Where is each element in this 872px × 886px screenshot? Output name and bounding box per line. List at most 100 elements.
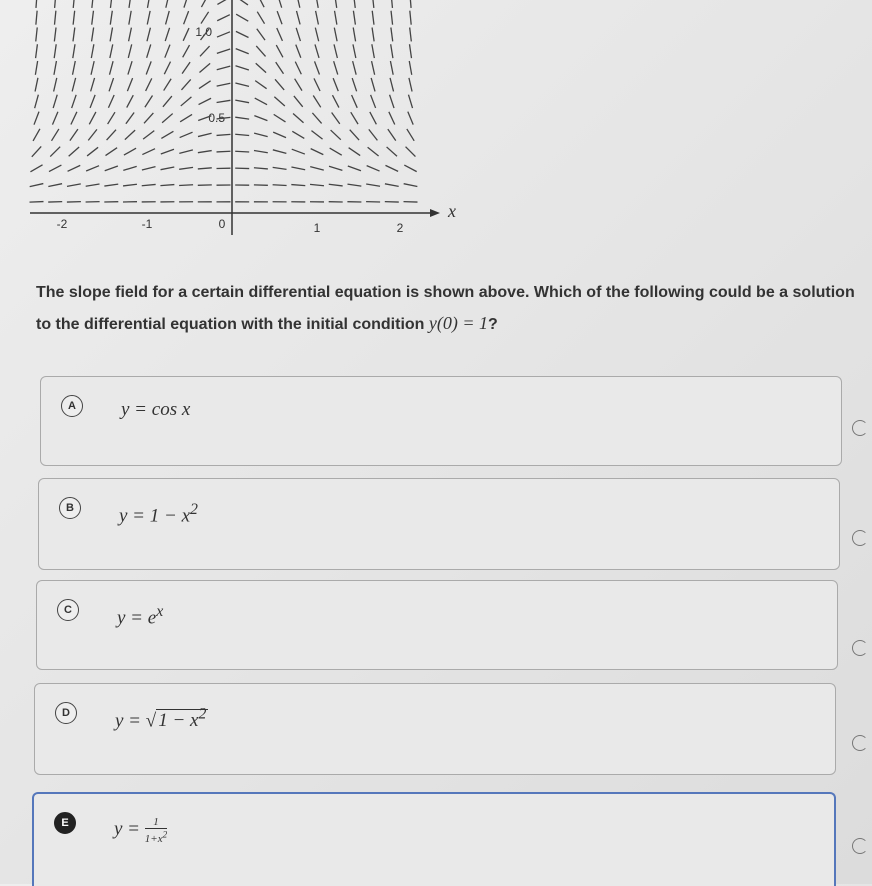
slope-segment	[183, 28, 189, 41]
slope-segment	[30, 184, 44, 187]
slope-segment	[256, 63, 266, 72]
denominator: 1+x2	[145, 833, 167, 845]
slope-segment	[372, 44, 375, 58]
slope-segment	[110, 61, 114, 75]
slope-segment	[391, 28, 393, 42]
y-tick-label: 1.0	[195, 25, 212, 39]
denominator-base: 1+x	[145, 833, 163, 845]
slope-segment	[35, 61, 37, 75]
slope-segment	[334, 61, 338, 74]
slope-segment	[107, 130, 116, 140]
slope-segment	[129, 11, 131, 25]
slope-segment	[368, 147, 379, 156]
slope-segment	[36, 0, 37, 8]
slope-segment	[295, 79, 302, 91]
slope-segment	[278, 0, 282, 8]
slope-segment	[391, 0, 392, 8]
slope-segment	[55, 0, 56, 8]
slope-segment	[50, 147, 60, 157]
slope-segment	[348, 166, 361, 171]
slope-segment	[49, 165, 61, 172]
slope-segment	[90, 95, 95, 108]
slope-segment	[53, 95, 57, 108]
slope-segment	[91, 61, 94, 75]
slope-segment	[371, 95, 376, 108]
slope-segment	[277, 28, 283, 41]
slope-segment	[126, 112, 134, 123]
slope-segment	[294, 96, 303, 107]
option-formula: y = 1 − x2	[119, 501, 198, 527]
option-letter: B	[59, 497, 81, 519]
slope-segment	[217, 66, 231, 70]
slope-segment	[404, 165, 416, 172]
slope-segment	[217, 0, 229, 4]
option-letter: C	[57, 599, 79, 621]
slope-segment	[292, 131, 304, 138]
edge-icon	[852, 640, 868, 656]
slope-segment	[108, 95, 114, 108]
slope-segment	[369, 129, 378, 140]
slope-segment	[389, 112, 395, 125]
slope-segment	[69, 147, 79, 156]
slope-segment	[198, 168, 212, 169]
slope-segment	[334, 44, 337, 58]
slope-segment	[353, 28, 355, 42]
slope-segment	[409, 78, 412, 92]
slope-segment	[255, 98, 267, 105]
slope-segment	[296, 28, 300, 41]
option[interactable]: B y = 1 − x2	[38, 478, 840, 570]
slope-segment	[201, 12, 209, 24]
edge-icon	[852, 530, 868, 546]
slope-segment	[72, 78, 75, 92]
slope-segment	[390, 78, 393, 92]
slope-segment	[235, 117, 249, 119]
exponent: x	[156, 603, 163, 620]
slope-segment	[410, 44, 412, 58]
slope-segment	[273, 185, 287, 186]
slope-segment	[310, 167, 324, 170]
slope-segment	[217, 83, 231, 86]
slope-segment	[70, 129, 78, 140]
slope-segment	[410, 0, 411, 8]
slope-segment	[91, 44, 94, 58]
formula: y = 1 − x	[119, 505, 190, 526]
slope-segment	[331, 130, 341, 140]
slope-segment	[73, 28, 75, 42]
slope-segment	[184, 11, 189, 24]
slope-segment	[199, 98, 212, 104]
slope-segment	[181, 97, 192, 106]
edge-icon	[852, 838, 868, 854]
option[interactable]: C y = ex	[36, 580, 838, 670]
slope-segment	[129, 0, 131, 8]
slope-segment	[254, 151, 268, 153]
x-tick-label: -1	[142, 217, 153, 231]
slope-segment	[352, 78, 356, 91]
slope-segment	[351, 112, 358, 124]
slope-segment	[410, 27, 412, 41]
slope-segment	[123, 166, 136, 170]
slope-segment	[291, 167, 305, 170]
slope-segment	[52, 112, 57, 125]
radicand: 1 − x	[158, 710, 198, 731]
slope-segment	[273, 150, 287, 154]
slope-segment	[164, 62, 170, 75]
slope-segment	[68, 165, 81, 171]
slope-segment	[73, 11, 75, 25]
slope-segment	[236, 31, 249, 37]
slope-segment	[110, 44, 113, 58]
option[interactable]: D y = √1 − x2	[34, 683, 836, 775]
slope-segment	[71, 112, 77, 125]
option[interactable]: A y = cos x	[40, 376, 842, 466]
slope-segment	[180, 132, 193, 137]
slope-segment	[350, 130, 359, 140]
slope-segment	[199, 63, 210, 72]
slope-segment	[404, 184, 418, 187]
slope-segment	[200, 46, 210, 56]
slope-segment	[51, 129, 58, 141]
slope-segment	[105, 166, 118, 171]
x-arrow	[430, 209, 440, 217]
formula: y = cos x	[121, 399, 190, 420]
slope-segment	[54, 27, 56, 41]
